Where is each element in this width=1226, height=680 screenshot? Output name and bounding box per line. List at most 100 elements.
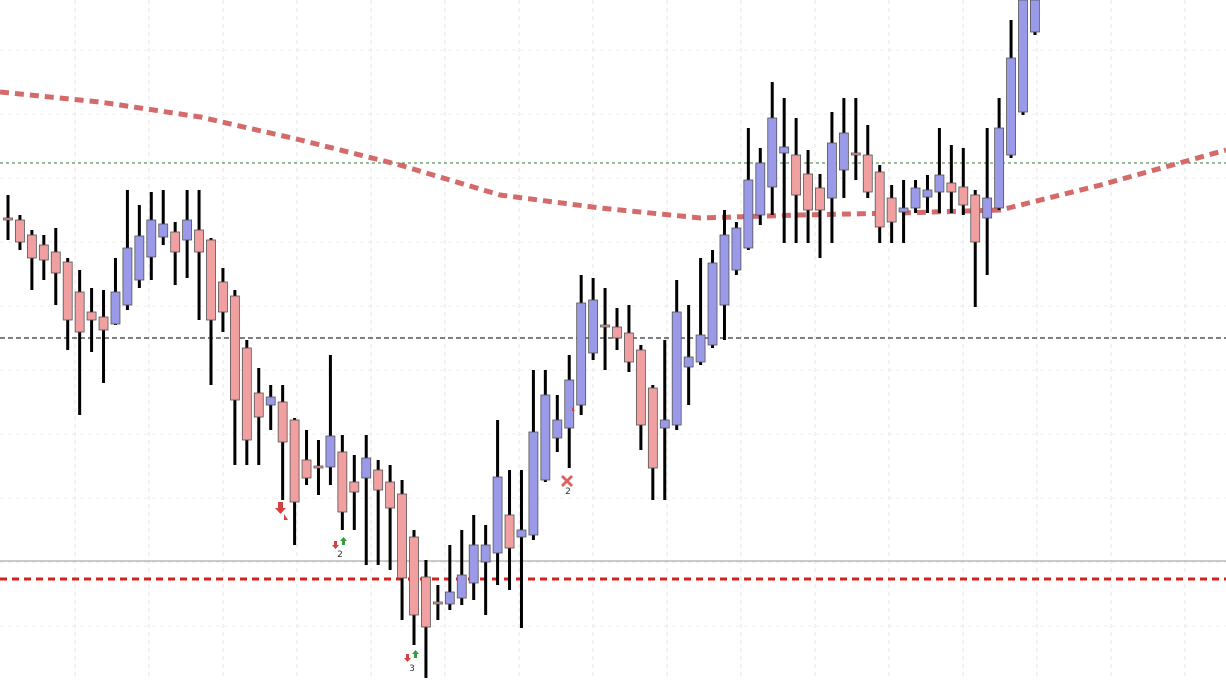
candle-body [838,132,849,171]
candle-body [874,171,885,228]
candle-body [540,394,551,481]
candle-body [827,142,837,199]
candle-body [86,311,97,321]
candle-body [38,244,49,261]
candle-body [146,219,157,258]
candle-body [480,544,491,563]
candle-body [934,174,945,193]
candle-body [397,493,407,579]
candle-body [206,239,216,321]
candle-body [815,187,825,211]
signal-tick [572,407,575,411]
candle-body [552,419,563,439]
candle-body [516,529,527,538]
candle-body [421,576,431,628]
candle-body [504,514,515,549]
buy-arrow [412,650,419,658]
signals: 2 2 3 [275,407,575,674]
candle-body [50,251,61,274]
candle-body [612,326,622,339]
candle-body [719,234,730,306]
candle-body [647,387,658,469]
candle-body [564,379,575,429]
candle-body [994,127,1005,209]
candle-body [970,194,981,243]
candle-body [301,459,312,479]
candle-body [683,356,694,368]
candle-body [528,431,539,536]
candle-body [229,295,240,401]
candle-body [635,349,646,426]
candle-body [492,476,503,554]
candle-body [409,536,419,616]
ma-line [0,89,1226,221]
candle-body [385,481,396,509]
candle-body [910,187,921,209]
candle-body [468,544,479,584]
candle-body [349,481,360,493]
candle-body [313,465,324,469]
candle-body [158,223,169,238]
candle-body [289,419,300,503]
candle-body [253,392,264,418]
candle-body [218,281,228,313]
candle-body [886,197,897,223]
candle-body [767,117,778,188]
sell-arrow [275,502,286,514]
candle-body [74,291,85,333]
candle-body [624,332,634,363]
candle-body [946,182,957,193]
exit-cross [561,475,573,487]
candle-body [26,234,37,259]
candle-body [576,302,587,406]
candle-body [241,347,252,441]
candle-body [958,186,969,206]
candle-body [1006,57,1016,156]
candle-body [432,601,443,605]
moving-average [0,89,1226,221]
candle-body [98,316,109,331]
candle-body [265,396,276,406]
candle-body [1018,0,1028,113]
candle-body [361,457,372,479]
candle-body [922,189,933,198]
candle-body [659,419,670,429]
candle-body [194,229,204,253]
signal-tick [284,514,288,520]
candle-body [850,152,861,156]
candle-body [170,231,181,253]
candle-body [1030,0,1040,33]
candle-body [982,197,993,219]
candle-body [325,435,336,468]
candle-body [62,261,73,321]
candle-body [182,219,193,241]
candle-body [898,207,909,213]
candle-body [779,146,790,154]
candle-body [337,451,348,513]
signal-count: 2 [565,487,571,497]
candle-body [277,401,288,443]
candle-body [791,154,802,196]
candle-body [588,299,599,354]
candle-body [600,324,610,328]
sell-arrow [332,541,339,549]
signal-count: 2 [337,550,343,560]
buy-arrow [340,537,347,545]
candle-body [110,291,121,325]
sell-arrow [404,654,411,662]
candle-body [695,334,706,363]
candle-body [743,179,754,249]
candle-body [862,154,873,193]
candle-body [803,173,813,211]
candle-body [134,235,145,281]
candle-body [3,217,13,221]
candle-body [456,574,467,599]
signal-count: 3 [409,664,415,674]
candle-body [444,591,455,605]
candle-body [15,219,25,243]
candle-body [373,469,384,491]
candle-body [122,247,133,306]
candle-body [731,227,742,271]
